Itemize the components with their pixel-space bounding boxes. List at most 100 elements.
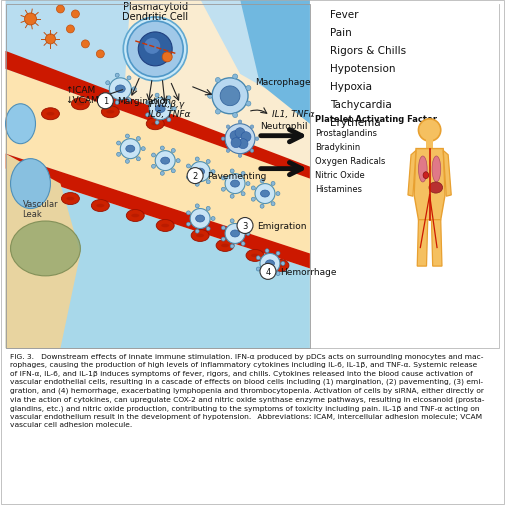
Ellipse shape [96,205,105,208]
Circle shape [167,119,171,122]
Ellipse shape [161,224,169,228]
Text: 3: 3 [242,222,248,230]
Circle shape [145,114,149,118]
Text: Histamines: Histamines [315,185,362,194]
Circle shape [246,102,251,107]
Polygon shape [130,0,310,75]
Circle shape [25,14,36,26]
Circle shape [127,22,183,78]
Text: 1: 1 [103,97,108,106]
Circle shape [145,102,149,106]
Bar [315,5,499,348]
Ellipse shape [71,98,89,111]
Polygon shape [240,0,310,124]
Ellipse shape [11,222,80,276]
Circle shape [206,227,210,231]
Circle shape [419,120,441,142]
Circle shape [190,209,210,229]
Circle shape [251,198,256,202]
Circle shape [281,262,285,266]
Text: FIG. 3.   Downstream effects of innate immune stimulation. IFN-α produced by pDC: FIG. 3. Downstream effects of innate imm… [10,354,485,427]
Polygon shape [431,220,442,267]
Ellipse shape [191,230,209,242]
Text: Oxygen Radicals: Oxygen Radicals [315,157,385,166]
Circle shape [152,154,156,158]
Ellipse shape [91,200,109,212]
Circle shape [125,135,129,139]
Circle shape [230,170,234,174]
Circle shape [160,172,164,176]
Circle shape [167,96,171,100]
Ellipse shape [126,210,144,222]
Bar [310,5,499,348]
Ellipse shape [156,220,174,232]
Circle shape [208,94,213,99]
Polygon shape [6,169,310,348]
Circle shape [230,219,234,223]
Text: IL6, TNFα: IL6, TNFα [148,110,190,119]
Circle shape [246,182,250,186]
Ellipse shape [146,119,164,130]
Circle shape [211,170,215,174]
Circle shape [127,98,131,103]
Circle shape [241,192,245,196]
Text: Rigors & Chills: Rigors & Chills [330,46,406,56]
Ellipse shape [231,181,239,188]
Circle shape [230,195,234,199]
Circle shape [225,224,245,244]
Ellipse shape [429,183,442,194]
Circle shape [190,162,210,182]
Circle shape [233,113,238,118]
Circle shape [260,264,276,280]
Text: Erythema: Erythema [330,118,380,127]
Circle shape [225,124,255,155]
Ellipse shape [231,230,239,237]
Ellipse shape [126,146,135,153]
Circle shape [226,126,230,129]
Circle shape [109,79,131,100]
Circle shape [136,158,140,162]
Ellipse shape [196,234,204,238]
Text: Tachycardia: Tachycardia [330,99,391,110]
Circle shape [260,254,280,274]
Circle shape [225,174,245,194]
Circle shape [265,275,269,278]
Bar [426,132,433,149]
Circle shape [250,126,254,129]
Circle shape [117,153,121,157]
Circle shape [123,18,187,82]
Circle shape [160,147,164,150]
Circle shape [125,160,129,164]
Ellipse shape [106,111,114,114]
Circle shape [171,170,175,173]
Ellipse shape [271,260,289,272]
Circle shape [230,244,234,248]
Circle shape [238,139,248,149]
Circle shape [271,182,275,186]
Circle shape [233,75,238,80]
Ellipse shape [276,264,284,268]
Circle shape [206,207,210,211]
Circle shape [127,77,131,81]
Circle shape [271,203,275,206]
Circle shape [206,180,210,184]
Text: ↑ICAM: ↑ICAM [66,86,95,94]
Circle shape [115,101,119,105]
Text: Prostaglandins: Prostaglandins [315,129,377,138]
Ellipse shape [261,191,270,197]
Circle shape [241,172,245,176]
Text: Pavementing: Pavementing [207,172,267,181]
Ellipse shape [251,254,259,258]
Circle shape [176,159,180,163]
Circle shape [132,88,136,91]
Text: Vascular: Vascular [23,199,58,208]
Polygon shape [417,220,428,267]
Ellipse shape [131,214,139,218]
Circle shape [155,121,159,125]
Circle shape [106,82,110,85]
Circle shape [260,205,264,209]
Circle shape [81,41,89,49]
Circle shape [235,128,245,138]
Circle shape [155,152,175,171]
Circle shape [256,268,260,272]
